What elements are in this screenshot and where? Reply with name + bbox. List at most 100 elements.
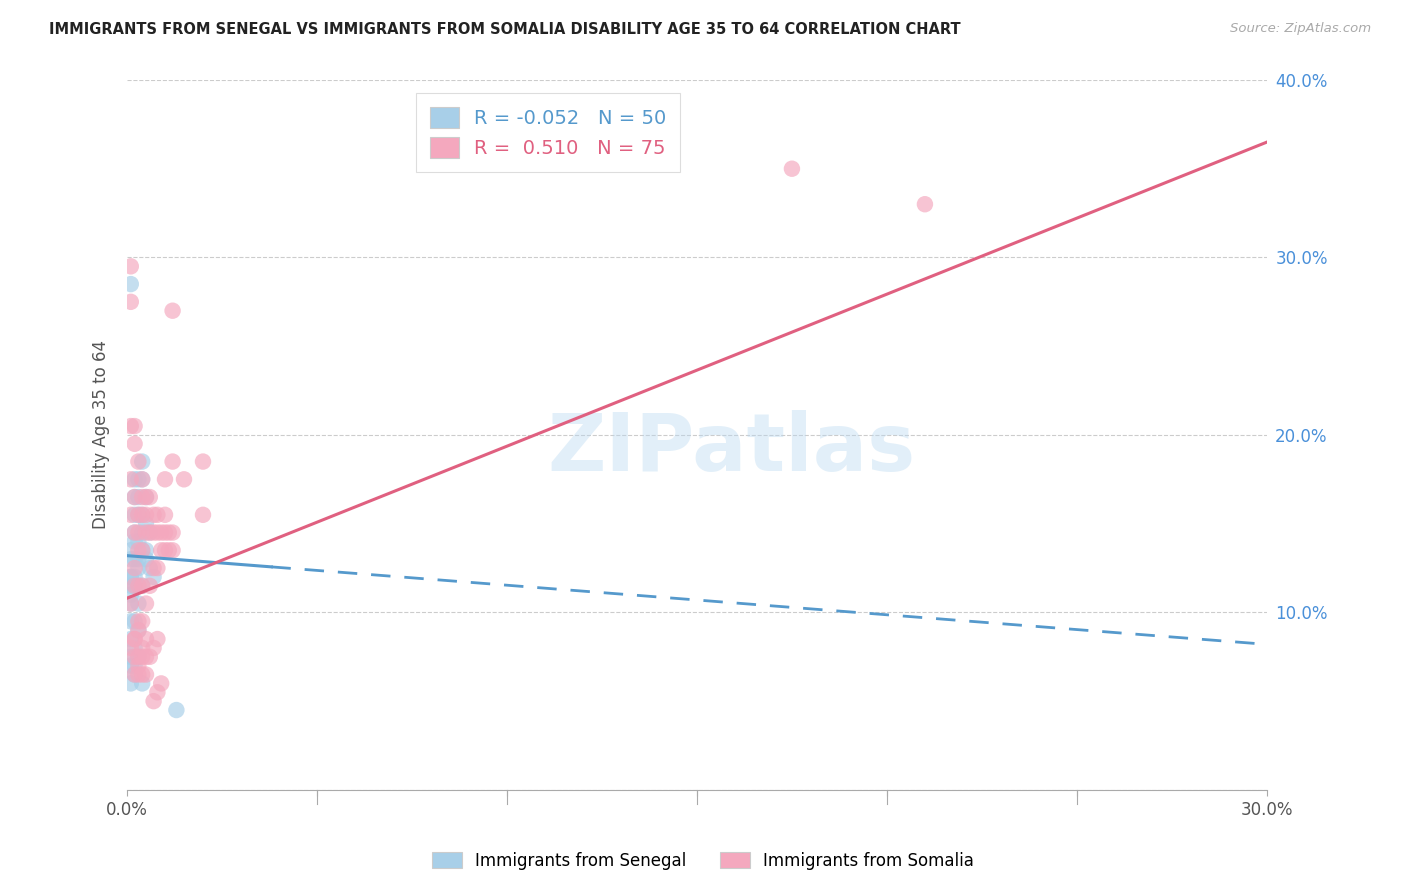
Point	[139, 579, 162, 593]
Point	[120, 676, 142, 690]
Point	[120, 570, 142, 584]
Point	[135, 632, 157, 646]
Point	[131, 676, 153, 690]
Point	[120, 419, 142, 434]
Y-axis label: Disability Age 35 to 64: Disability Age 35 to 64	[93, 341, 110, 530]
Point	[191, 508, 214, 522]
Point	[124, 534, 146, 549]
Point	[127, 623, 149, 637]
Point	[131, 472, 153, 486]
Point	[120, 640, 142, 655]
Point	[124, 419, 146, 434]
Point	[135, 516, 157, 531]
Legend: R = -0.052   N = 50, R =  0.510   N = 75: R = -0.052 N = 50, R = 0.510 N = 75	[416, 94, 681, 171]
Point	[120, 260, 142, 274]
Point	[150, 543, 173, 558]
Point	[162, 303, 184, 318]
Point	[135, 508, 157, 522]
Point	[142, 561, 165, 575]
Point	[150, 676, 173, 690]
Point	[162, 543, 184, 558]
Point	[127, 649, 149, 664]
Point	[124, 561, 146, 575]
Point	[139, 561, 162, 575]
Point	[150, 525, 173, 540]
Point	[131, 579, 153, 593]
Point	[173, 472, 195, 486]
Point	[124, 552, 146, 566]
Point	[162, 525, 184, 540]
Point	[191, 454, 214, 468]
Point	[157, 543, 180, 558]
Point	[131, 472, 153, 486]
Point	[135, 490, 157, 504]
Point	[124, 632, 146, 646]
Point	[139, 649, 162, 664]
Point	[146, 561, 169, 575]
Point	[120, 588, 142, 602]
Point	[120, 570, 142, 584]
Point	[127, 579, 149, 593]
Point	[146, 508, 169, 522]
Point	[127, 534, 149, 549]
Point	[131, 454, 153, 468]
Point	[124, 525, 146, 540]
Point	[120, 277, 142, 291]
Point	[124, 490, 146, 504]
Point	[124, 508, 146, 522]
Point	[157, 525, 180, 540]
Point	[131, 579, 153, 593]
Point	[135, 490, 157, 504]
Point	[127, 472, 149, 486]
Point	[120, 294, 142, 309]
Point	[127, 658, 149, 673]
Point	[127, 508, 149, 522]
Point	[124, 667, 146, 681]
Point	[127, 579, 149, 593]
Point	[131, 667, 153, 681]
Point	[127, 543, 149, 558]
Point	[120, 543, 142, 558]
Point	[135, 649, 157, 664]
Point	[124, 579, 146, 593]
Point	[131, 543, 153, 558]
Point	[135, 552, 157, 566]
Point	[124, 649, 146, 664]
Point	[131, 490, 153, 504]
Point	[127, 508, 149, 522]
Point	[127, 490, 149, 504]
Point	[127, 597, 149, 611]
Point	[153, 472, 176, 486]
Point	[131, 640, 153, 655]
Text: IMMIGRANTS FROM SENEGAL VS IMMIGRANTS FROM SOMALIA DISABILITY AGE 35 TO 64 CORRE: IMMIGRANTS FROM SENEGAL VS IMMIGRANTS FR…	[49, 22, 960, 37]
Point	[165, 703, 187, 717]
Point	[142, 525, 165, 540]
Point	[120, 508, 142, 522]
Legend: Immigrants from Senegal, Immigrants from Somalia: Immigrants from Senegal, Immigrants from…	[425, 846, 981, 877]
Point	[131, 525, 153, 540]
Point	[135, 667, 157, 681]
Point	[124, 658, 146, 673]
Point	[142, 508, 165, 522]
Point	[127, 552, 149, 566]
Point	[153, 525, 176, 540]
Point	[162, 454, 184, 468]
Point	[153, 508, 176, 522]
Point	[124, 632, 146, 646]
Point	[124, 579, 146, 593]
Point	[124, 490, 146, 504]
Point	[127, 667, 149, 681]
Point	[139, 490, 162, 504]
Point	[146, 685, 169, 699]
Point	[124, 615, 146, 629]
Point	[131, 543, 153, 558]
Point	[146, 525, 169, 540]
Point	[127, 623, 149, 637]
Point	[139, 525, 162, 540]
Point	[127, 649, 149, 664]
Point	[127, 561, 149, 575]
Point	[120, 597, 142, 611]
Point	[131, 508, 153, 522]
Point	[124, 570, 146, 584]
Point	[124, 472, 146, 486]
